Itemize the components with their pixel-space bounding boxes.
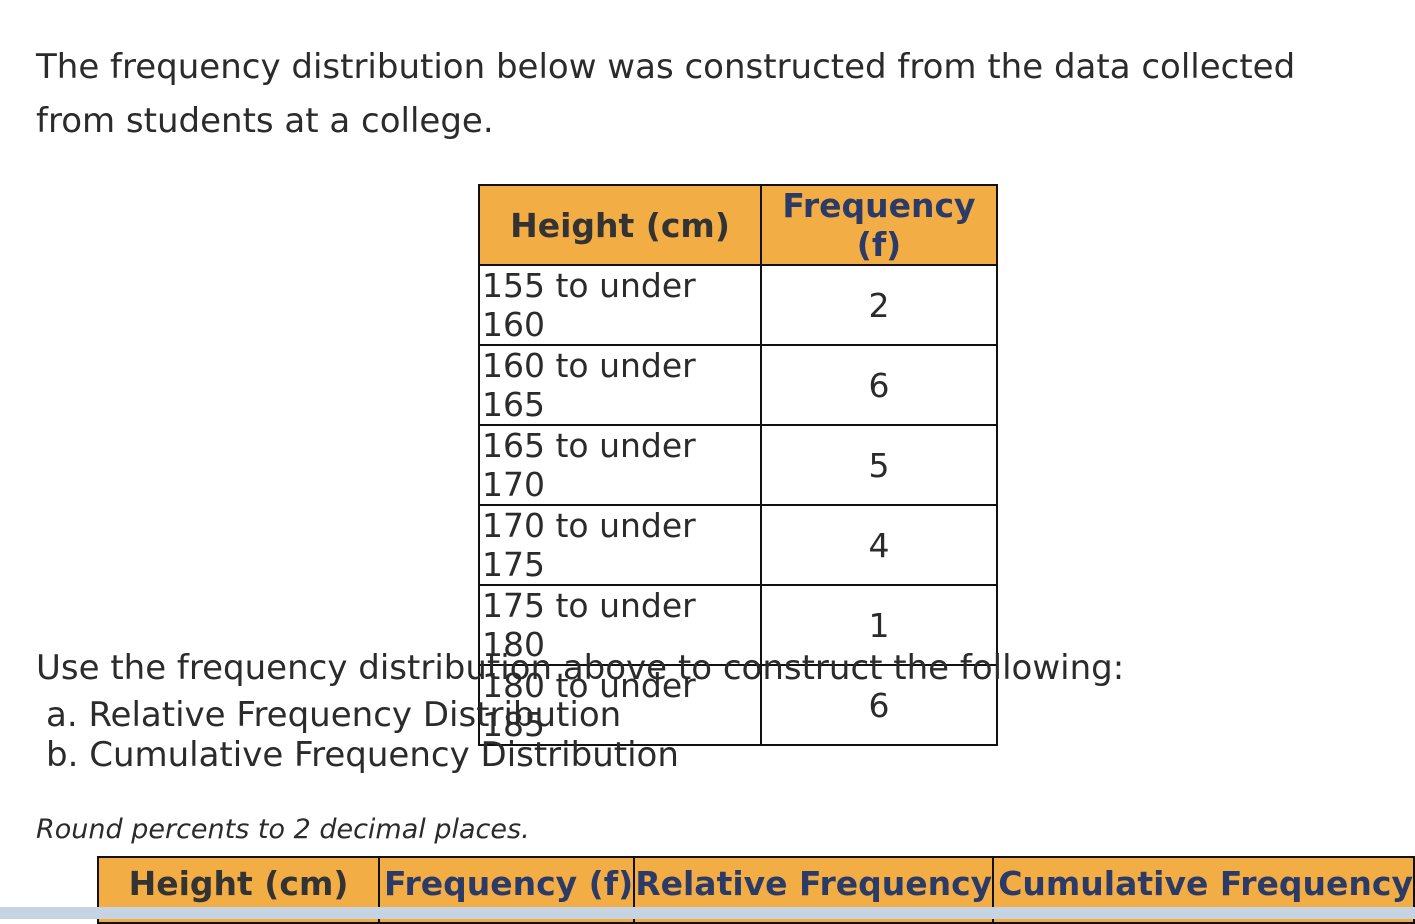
header-height: Height (cm) <box>478 184 762 266</box>
row-range: 155 to under 160 <box>478 264 762 346</box>
table-row: 175 to under 180 1 <box>478 584 998 666</box>
row-frequency: 4 <box>760 504 998 586</box>
task-item-relative: a. Relative Frequency Distribution <box>46 695 622 735</box>
row-range: 170 to under 175 <box>478 504 762 586</box>
bottom-scroll-edge <box>0 907 1415 919</box>
table-row: 180 to under 185 6 <box>478 664 998 746</box>
row-range: 175 to under 180 <box>478 584 762 666</box>
table-row: 170 to under 175 4 <box>478 504 998 586</box>
instructions-text: Use the frequency distribution above to … <box>36 648 1125 688</box>
row-range: 165 to under 170 <box>478 424 762 506</box>
table-header-row: Height (cm) Frequency (f) <box>478 184 998 266</box>
row-range: 160 to under 165 <box>478 344 762 426</box>
task-item-cumulative: b. Cumulative Frequency Distribution <box>46 735 679 775</box>
row-frequency: 6 <box>760 664 998 746</box>
intro-text: The frequency distribution below was con… <box>36 47 1296 141</box>
row-range: 180 to under 185 <box>478 664 762 746</box>
frequency-table: Height (cm) Frequency (f) 155 to under 1… <box>478 184 998 746</box>
header-frequency: Frequency (f) <box>760 184 998 266</box>
row-frequency: 5 <box>760 424 998 506</box>
table-row: 160 to under 165 6 <box>478 344 998 426</box>
table-row: 165 to under 170 5 <box>478 424 998 506</box>
row-frequency: 1 <box>760 584 998 666</box>
task-list: a. Relative Frequency Distribution b. Cu… <box>46 695 679 775</box>
row-frequency: 2 <box>760 264 998 346</box>
table-row: 155 to under 160 2 <box>478 264 998 346</box>
rounding-note: Round percents to 2 decimal places. <box>36 814 530 845</box>
row-frequency: 6 <box>760 344 998 426</box>
